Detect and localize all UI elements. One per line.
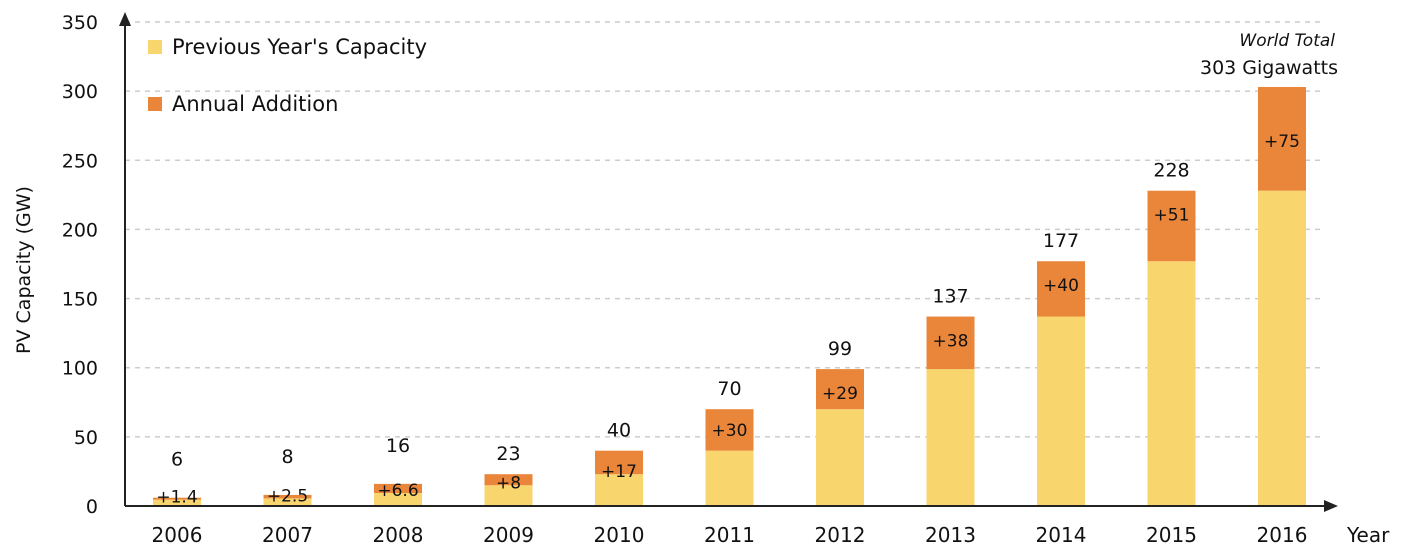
x-tick-label: 2014: [1036, 523, 1087, 547]
bar-previous-capacity: [705, 450, 754, 506]
y-tick-label: 200: [62, 219, 98, 241]
y-tick-label: 50: [74, 427, 98, 449]
total-label: 177: [1043, 230, 1079, 252]
bar-previous-capacity: [926, 369, 975, 506]
x-tick-label: 2012: [815, 523, 866, 547]
bar-annual-addition: [816, 369, 864, 410]
y-tick-label: 250: [62, 150, 98, 172]
y-axis-title: PV Capacity (GW): [13, 186, 35, 354]
bars: [153, 86, 1306, 507]
y-tick-label: 0: [86, 496, 98, 518]
world-total-caption: World Total: [1239, 31, 1335, 51]
bar-annual-addition: [484, 474, 533, 486]
x-tick-label: 2007: [262, 523, 313, 547]
total-label: 228: [1153, 160, 1189, 182]
total-label: 40: [607, 420, 631, 442]
bar-annual-addition: [595, 450, 643, 475]
total-label: 137: [932, 286, 968, 308]
y-tick-label: 150: [62, 289, 98, 311]
world-total-value: 303 Gigawatts: [1200, 57, 1338, 79]
bar-annual-addition: [1258, 86, 1306, 191]
legend: Previous Year's Capacity Annual Addition: [148, 35, 427, 116]
addition-label: +29: [822, 384, 858, 404]
bar-previous-capacity: [263, 498, 312, 506]
bar-previous-capacity: [1147, 261, 1196, 506]
addition-label: +40: [1043, 276, 1079, 296]
bar-annual-addition: [926, 316, 975, 370]
x-tick-label: 2006: [152, 523, 203, 547]
total-label: 6: [171, 449, 183, 471]
bar-previous-capacity: [816, 409, 864, 506]
bar-labels: +1.4 6 +2.5 8 +6.6 16 +8 23 +17 40 +30 70 +29 99 +38 13…: [156, 132, 1300, 508]
x-tick-label: 2015: [1146, 523, 1197, 547]
y-axis-arrow: [119, 12, 131, 26]
world-total-annotation: World Total 303 Gigawatts: [1200, 31, 1338, 79]
bar-previous-capacity: [1037, 316, 1085, 506]
x-tick-label: 2011: [704, 523, 755, 547]
bar-previous-capacity: [595, 474, 643, 506]
x-tick-label: 2009: [483, 523, 534, 547]
legend-swatch-previous-capacity: [148, 40, 162, 54]
addition-label: +1.4: [156, 488, 197, 508]
addition-label: +51: [1154, 206, 1190, 226]
addition-label: +6.6: [377, 481, 418, 501]
bar-annual-addition: [263, 494, 312, 499]
y-tick-label: 350: [62, 12, 98, 34]
legend-label-previous-capacity: Previous Year's Capacity: [172, 35, 427, 59]
bar-previous-capacity: [374, 493, 422, 506]
bar-annual-addition: [1037, 261, 1085, 317]
total-label: 70: [717, 378, 741, 400]
y-tick-label: 300: [62, 81, 98, 103]
y-tick-labels: 0 50 100 150 200 250 300 350: [62, 12, 98, 518]
x-tick-labels: 2006 2007 2008 2009 2010 2011 2012 2013 2014 2015…: [152, 523, 1308, 547]
x-tick-label: 2010: [594, 523, 645, 547]
gridlines: [125, 21, 1325, 438]
x-axis-title: Year: [1346, 523, 1390, 547]
x-tick-label: 2016: [1257, 523, 1308, 547]
addition-label: +38: [933, 332, 969, 352]
legend-swatch-annual-addition: [148, 97, 162, 111]
total-label: 16: [386, 435, 410, 457]
x-tick-label: 2013: [925, 523, 976, 547]
addition-label: +75: [1264, 132, 1300, 152]
bar-annual-addition: [153, 497, 201, 500]
addition-label: +8: [496, 473, 521, 493]
bar-annual-addition: [374, 483, 422, 494]
bar-previous-capacity: [484, 485, 533, 506]
x-tick-label: 2008: [373, 523, 424, 547]
total-label: 23: [496, 443, 520, 465]
addition-label: +2.5: [267, 486, 308, 506]
bar-previous-capacity: [1258, 190, 1306, 507]
bar-annual-addition: [1147, 190, 1196, 262]
total-label: 8: [281, 446, 293, 468]
addition-label: +17: [601, 462, 637, 482]
total-label: 99: [828, 338, 852, 360]
legend-label-annual-addition: Annual Addition: [172, 92, 338, 116]
x-axis-arrow: [1324, 500, 1338, 512]
axes: [119, 12, 1338, 512]
bar-annual-addition: [705, 409, 754, 451]
y-tick-label: 100: [62, 358, 98, 380]
bar-previous-capacity: [153, 499, 201, 506]
addition-label: +30: [712, 421, 748, 441]
